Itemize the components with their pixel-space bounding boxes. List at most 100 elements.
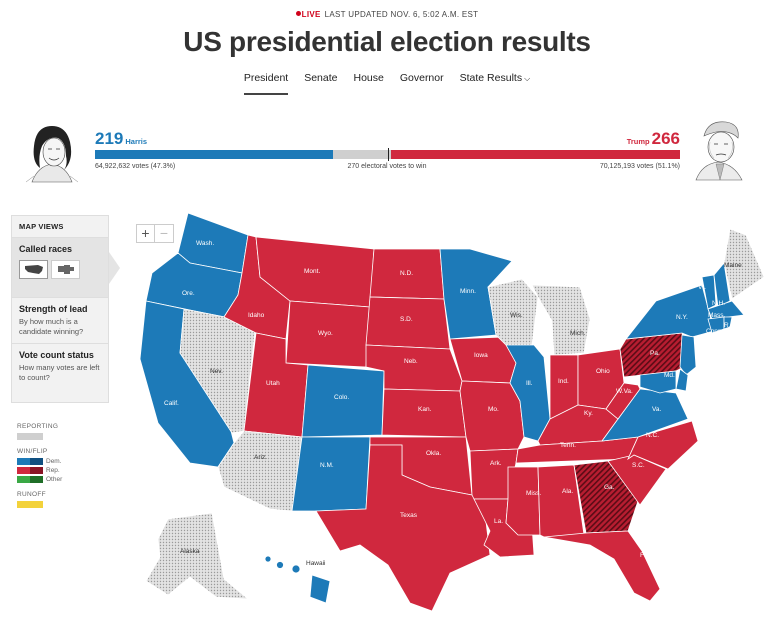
label-ind: Ind. bbox=[558, 378, 569, 385]
label-pa: Pa. bbox=[650, 350, 660, 357]
label-conn: Conn. bbox=[706, 328, 724, 335]
rep-swatch bbox=[17, 466, 43, 474]
label-wash: Wash. bbox=[196, 240, 214, 247]
zoom-out-button[interactable]: − bbox=[155, 224, 174, 243]
trump-name: Trump bbox=[626, 137, 650, 146]
harris-name: Harris bbox=[125, 137, 148, 146]
label-nev: Nev. bbox=[210, 368, 223, 375]
label-nj: N.J. bbox=[696, 356, 708, 363]
state-fla[interactable] bbox=[543, 530, 661, 602]
legend-win-flip-label: WIN/FLIP bbox=[17, 448, 48, 456]
state-ga[interactable] bbox=[573, 460, 639, 534]
label-kan: Kan. bbox=[418, 406, 432, 413]
cartogram-icon bbox=[57, 265, 74, 274]
harris-portrait bbox=[25, 126, 79, 183]
chevron-down-icon: ⌵ bbox=[524, 74, 531, 83]
label-okla: Okla. bbox=[426, 450, 441, 457]
label-nd: N.D. bbox=[400, 270, 413, 277]
map-legend: REPORTING WIN/FLIP Dem. Rep. Other RUNOF… bbox=[17, 423, 62, 516]
label-ore: Ore. bbox=[182, 290, 195, 297]
label-maine: Maine bbox=[724, 262, 742, 269]
state-del[interactable] bbox=[675, 368, 689, 392]
state-maine[interactable] bbox=[723, 228, 765, 300]
label-tenn: Tenn. bbox=[560, 442, 576, 449]
cartogram-map-button[interactable] bbox=[51, 260, 80, 279]
label-ariz: Ariz. bbox=[254, 454, 267, 461]
tab-president[interactable]: President bbox=[243, 72, 289, 95]
label-hawaii: Hawaii bbox=[306, 560, 326, 567]
trump-popular-votes: 70,125,193 votes (51.1%) bbox=[599, 163, 680, 170]
map-views-header: MAP VIEWS bbox=[12, 216, 108, 238]
dem-bar-fill bbox=[95, 150, 334, 159]
state-hawaii[interactable] bbox=[264, 555, 331, 604]
label-mont: Mont. bbox=[304, 268, 320, 275]
label-alaska: Alaska bbox=[180, 548, 200, 555]
trump-electoral-votes: Trump 266 bbox=[626, 129, 680, 148]
label-calif: Calif. bbox=[164, 400, 179, 407]
tab-state-results[interactable]: State Results ⌵ bbox=[459, 72, 531, 84]
electoral-vote-bar bbox=[95, 148, 680, 161]
other-swatch bbox=[17, 475, 43, 483]
state-alaska[interactable] bbox=[145, 512, 250, 600]
label-wyo: Wyo. bbox=[318, 330, 333, 337]
live-badge: LIVE bbox=[295, 10, 321, 19]
label-utah: Utah bbox=[266, 380, 280, 387]
tab-senate[interactable]: Senate bbox=[304, 72, 338, 84]
label-sd: S.D. bbox=[400, 316, 413, 323]
state-sd[interactable] bbox=[365, 296, 451, 350]
state-ny[interactable] bbox=[625, 284, 715, 340]
label-ny: N.Y. bbox=[676, 314, 688, 321]
label-wis: Wis. bbox=[510, 312, 523, 319]
state-nm[interactable] bbox=[291, 436, 371, 512]
state-nh[interactable] bbox=[713, 262, 731, 308]
state-nj[interactable] bbox=[679, 334, 697, 376]
trump-portrait bbox=[695, 121, 743, 181]
label-ohio: Ohio bbox=[596, 368, 610, 375]
label-vt: Vt. bbox=[698, 284, 706, 291]
state-wva[interactable] bbox=[605, 382, 641, 420]
state-sc[interactable] bbox=[607, 454, 667, 506]
page-title: US presidential election results bbox=[183, 26, 591, 57]
label-fla: Fla. bbox=[640, 552, 651, 559]
label-idaho: Idaho bbox=[248, 312, 265, 319]
tab-governor[interactable]: Governor bbox=[399, 72, 444, 84]
label-ill: Ill. bbox=[526, 380, 533, 387]
view-called-races[interactable]: Called races bbox=[12, 238, 120, 298]
state-md[interactable] bbox=[639, 370, 677, 394]
state-colo[interactable] bbox=[301, 364, 385, 438]
label-mich: Mich. bbox=[570, 330, 586, 337]
rep-bar-fill bbox=[390, 150, 680, 159]
runoff-swatch bbox=[17, 500, 43, 508]
map-view-toggle bbox=[19, 260, 101, 279]
reporting-swatch bbox=[17, 433, 43, 440]
label-nc: N.C. bbox=[646, 432, 659, 439]
state-miss[interactable] bbox=[505, 466, 541, 536]
state-mass[interactable] bbox=[707, 300, 745, 320]
live-status-line: LIVE LAST UPDATED NOV. 6, 5:02 A.M. EST bbox=[0, 10, 774, 19]
label-mo: Mo. bbox=[488, 406, 499, 413]
state-ill[interactable] bbox=[505, 344, 551, 442]
state-ri[interactable] bbox=[723, 316, 733, 330]
label-del: Del. bbox=[688, 376, 700, 383]
label-ark: Ark. bbox=[490, 460, 502, 467]
map-zoom-controls: + − bbox=[136, 224, 174, 243]
majority-marker bbox=[387, 148, 389, 161]
legend-reporting-label: REPORTING bbox=[17, 423, 59, 430]
state-vt[interactable] bbox=[701, 274, 717, 310]
state-kan[interactable] bbox=[381, 388, 467, 438]
zoom-in-button[interactable]: + bbox=[136, 224, 155, 243]
tab-house[interactable]: House bbox=[353, 72, 384, 84]
state-texas[interactable] bbox=[315, 444, 491, 612]
us-election-map[interactable]: Wash. Ore. Calif. Nev. Idaho Mont. Wyo. … bbox=[120, 205, 774, 619]
label-ala: Ala. bbox=[562, 488, 573, 495]
state-mich[interactable] bbox=[531, 284, 591, 356]
dem-swatch bbox=[17, 458, 43, 466]
label-iowa: Iowa bbox=[474, 352, 488, 359]
label-colo: Colo. bbox=[334, 394, 349, 401]
view-strength-of-lead[interactable]: Strength of lead By how much is a candid… bbox=[12, 298, 108, 344]
view-vote-count-status[interactable]: Vote count status How many votes are lef… bbox=[19, 350, 100, 382]
live-dot-icon bbox=[295, 11, 301, 16]
geographic-map-button[interactable] bbox=[19, 260, 48, 279]
label-la: La. bbox=[494, 518, 503, 525]
votes-to-win: 270 electoral votes to win bbox=[347, 163, 427, 170]
